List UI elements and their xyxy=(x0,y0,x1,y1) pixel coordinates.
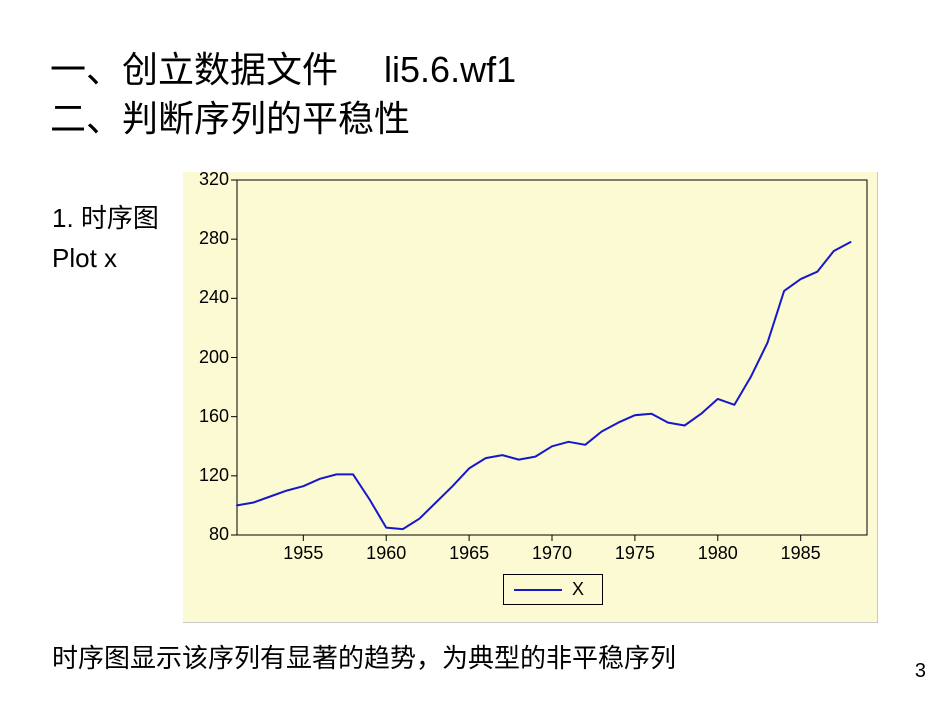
heading-file-name: li5.6.wf1 xyxy=(384,49,516,90)
x-tick-label: 1975 xyxy=(615,543,655,564)
x-tick-label: 1955 xyxy=(283,543,323,564)
y-tick-label: 240 xyxy=(189,287,229,308)
y-tick-label: 200 xyxy=(189,347,229,368)
y-tick-label: 280 xyxy=(189,228,229,249)
subtext-line-2: Plot x xyxy=(52,238,159,278)
chart-legend: X xyxy=(503,574,603,605)
y-tick-label: 80 xyxy=(189,524,229,545)
heading-line-1: 一、创立数据文件 li5.6.wf1 xyxy=(50,46,900,95)
slide-heading: 一、创立数据文件 li5.6.wf1 二、判断序列的平稳性 xyxy=(50,46,900,143)
y-tick-label: 120 xyxy=(189,465,229,486)
y-tick-label: 160 xyxy=(189,406,229,427)
legend-line-sample xyxy=(514,589,562,591)
slide: 一、创立数据文件 li5.6.wf1 二、判断序列的平稳性 1. 时序图 Plo… xyxy=(0,0,950,713)
x-tick-label: 1965 xyxy=(449,543,489,564)
x-tick-label: 1960 xyxy=(366,543,406,564)
page-number: 3 xyxy=(915,660,926,683)
y-tick-label: 320 xyxy=(189,169,229,190)
x-tick-label: 1970 xyxy=(532,543,572,564)
legend-label: X xyxy=(572,579,584,600)
x-tick-label: 1985 xyxy=(781,543,821,564)
heading-line-1-prefix: 一、创立数据文件 xyxy=(50,49,338,90)
bottom-caption: 时序图显示该序列有显著的趋势，为典型的非平稳序列 xyxy=(52,638,676,675)
time-series-chart: 80 120 160 200 240 280 320 1955 1960 1965 1970 1975… xyxy=(183,172,878,623)
x-tick-label: 1980 xyxy=(698,543,738,564)
heading-line-2: 二、判断序列的平稳性 xyxy=(50,95,900,144)
left-subtext: 1. 时序图 Plot x xyxy=(52,198,159,279)
subtext-line-1: 1. 时序图 xyxy=(52,198,159,238)
